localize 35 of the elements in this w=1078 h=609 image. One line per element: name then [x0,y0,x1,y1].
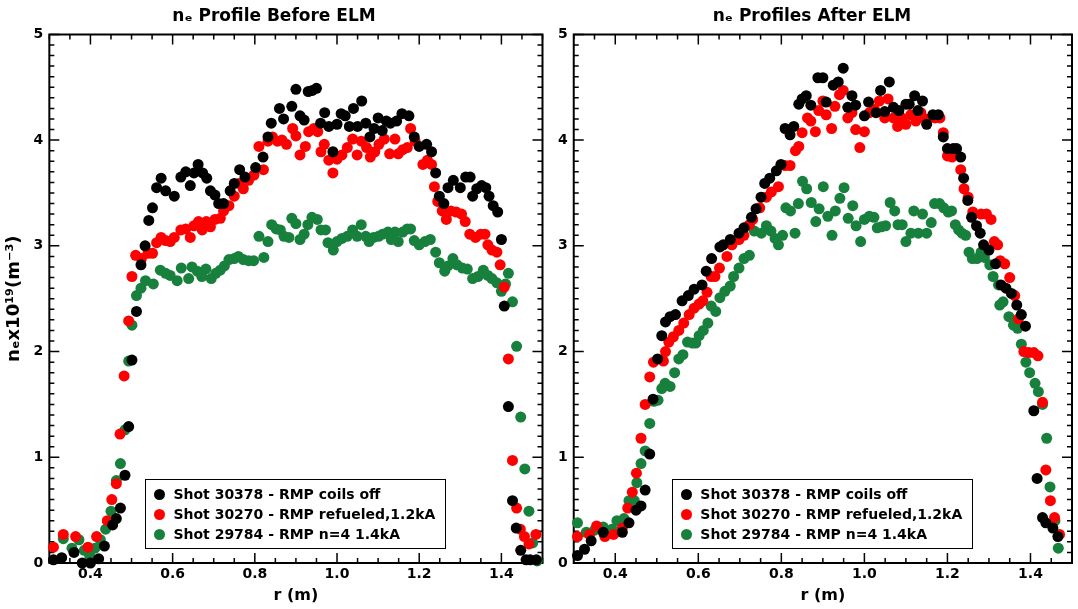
y-tick-label: 4 [557,130,568,147]
x-tick-label: 0.6 [160,565,186,582]
x-axis-title: r (m) [800,584,846,604]
y-tick-label: 0 [557,553,568,570]
y-tick-label: 1 [33,447,44,464]
legend-label: Shot 29784 - RMP n=4 1.4kA [700,525,927,544]
x-tick-label: 0.8 [768,565,794,582]
y-axis-title: nₑx10¹⁹(m⁻³) [2,235,24,362]
legend-label: Shot 30270 - RMP refueled,1.2kA [173,505,436,524]
legend-label: Shot 30378 - RMP coils off [700,485,908,504]
legend-label: Shot 29784 - RMP n=4 1.4kA [173,525,401,544]
y-tick-label: 5 [557,25,568,42]
x-tick-label: 0.6 [685,565,711,582]
y-tick-label: 4 [33,130,44,147]
y-tick-label: 0 [33,553,44,570]
y-tick-label: 1 [557,447,568,464]
y-tick-label: 5 [33,25,44,42]
x-tick-label: 0.4 [602,565,628,582]
y-tick-label: 2 [557,342,568,359]
chart-title: nₑ Profile Before ELM [172,4,376,25]
x-tick-label: 1.0 [851,565,878,582]
legend-label: Shot 30270 - RMP refueled,1.2kA [700,505,963,524]
x-tick-label: 1.0 [324,565,350,582]
x-tick-label: 1.2 [406,565,432,582]
x-tick-label: 0.8 [242,565,268,582]
x-tick-label: 1.4 [489,565,515,582]
y-tick-label: 3 [557,236,568,253]
y-tick-label: 2 [33,342,44,359]
x-axis-title: r (m) [273,584,319,604]
x-tick-label: 1.2 [935,565,960,582]
legend-label: Shot 30378 - RMP coils off [173,485,381,504]
chart-title: nₑ Profiles After ELM [712,4,912,25]
x-tick-label: 1.4 [1018,565,1044,582]
y-tick-label: 3 [33,236,44,253]
x-tick-label: 0.4 [78,565,104,582]
